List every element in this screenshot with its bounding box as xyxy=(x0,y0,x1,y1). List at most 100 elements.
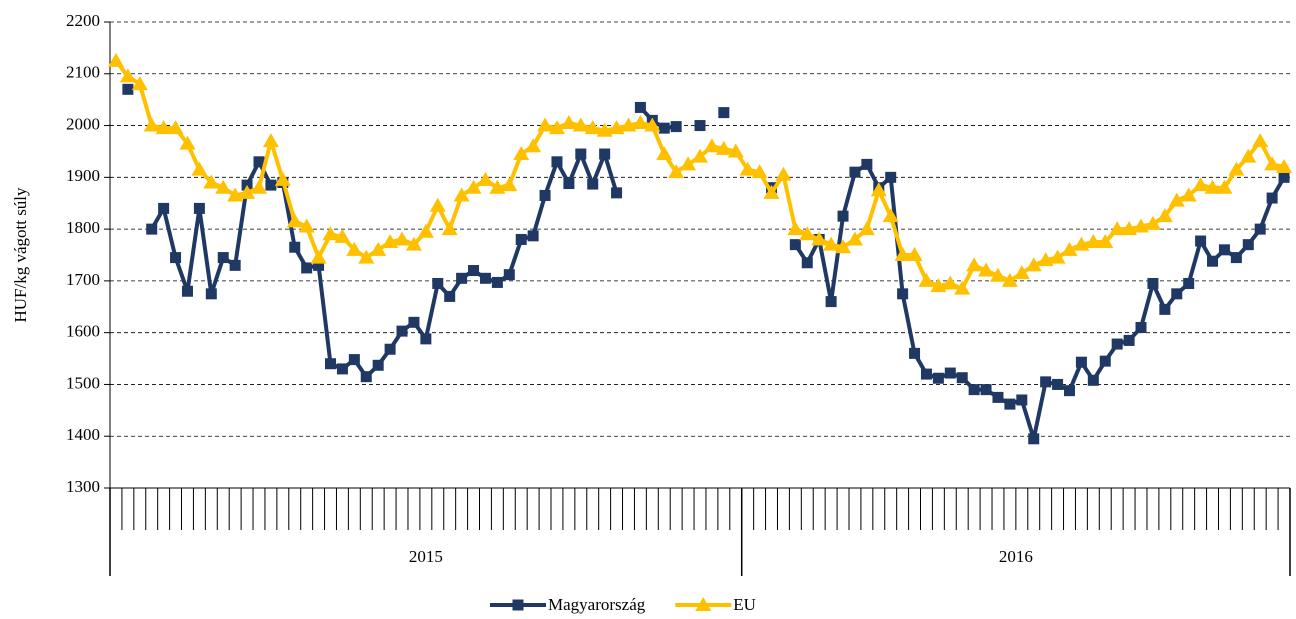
marker xyxy=(1052,378,1064,390)
marker xyxy=(825,296,837,308)
marker xyxy=(789,239,801,251)
marker xyxy=(143,117,160,132)
marker xyxy=(468,265,480,277)
marker xyxy=(966,257,983,272)
marker xyxy=(599,148,611,160)
marker xyxy=(694,120,706,132)
marker xyxy=(882,208,899,223)
marker xyxy=(572,117,589,132)
marker xyxy=(1278,171,1290,183)
marker xyxy=(456,272,468,284)
marker xyxy=(286,213,303,228)
marker xyxy=(313,259,325,271)
marker xyxy=(179,135,196,150)
marker xyxy=(1228,161,1245,176)
marker xyxy=(668,164,685,179)
marker xyxy=(560,114,577,129)
marker xyxy=(346,241,363,256)
marker xyxy=(775,166,792,181)
marker xyxy=(858,221,875,236)
x-group-label: 2015 xyxy=(409,547,443,566)
marker xyxy=(167,120,184,135)
marker xyxy=(620,117,637,132)
marker xyxy=(429,197,446,212)
marker xyxy=(1001,272,1018,287)
marker xyxy=(1218,244,1230,256)
marker xyxy=(992,391,1004,403)
marker xyxy=(811,231,828,246)
marker xyxy=(453,187,470,202)
marker xyxy=(513,146,530,161)
marker xyxy=(787,221,804,236)
marker xyxy=(417,223,434,238)
marker xyxy=(968,384,980,396)
y-tick-label: 1600 xyxy=(66,322,100,341)
marker xyxy=(978,262,995,277)
marker xyxy=(489,179,506,194)
marker xyxy=(1121,221,1138,236)
marker xyxy=(217,252,229,264)
marker xyxy=(181,285,193,297)
marker xyxy=(289,241,301,253)
marker xyxy=(861,158,873,170)
marker xyxy=(1049,249,1066,264)
marker xyxy=(799,226,816,241)
marker xyxy=(584,120,601,135)
marker xyxy=(751,164,768,179)
marker xyxy=(262,133,279,148)
marker xyxy=(501,177,518,192)
marker xyxy=(394,231,411,246)
marker xyxy=(920,368,932,380)
marker xyxy=(1061,241,1078,256)
marker xyxy=(1276,158,1293,173)
marker xyxy=(596,122,613,137)
marker xyxy=(1087,374,1099,386)
series-line xyxy=(114,59,1285,291)
marker xyxy=(611,187,623,199)
marker xyxy=(253,156,265,168)
marker xyxy=(155,120,172,135)
marker xyxy=(477,171,494,186)
x-group-label: 2016 xyxy=(999,547,1033,566)
marker xyxy=(193,202,205,214)
marker xyxy=(763,184,780,199)
marker xyxy=(1037,252,1054,267)
marker xyxy=(909,347,921,359)
marker xyxy=(885,171,897,183)
y-tick-label: 1400 xyxy=(66,425,100,444)
marker xyxy=(1109,221,1126,236)
marker xyxy=(1075,356,1087,368)
marker xyxy=(1085,234,1102,249)
y-tick-label: 1300 xyxy=(66,477,100,496)
marker xyxy=(1111,338,1123,350)
marker xyxy=(322,226,339,241)
marker xyxy=(396,325,408,337)
y-tick-label: 1900 xyxy=(66,166,100,185)
marker xyxy=(420,333,432,345)
marker xyxy=(1192,177,1209,192)
marker xyxy=(408,316,420,328)
marker xyxy=(1168,192,1185,207)
marker xyxy=(942,275,959,290)
y-axis-title: HUF/kg vágott súly xyxy=(11,187,30,323)
marker xyxy=(334,228,351,243)
marker xyxy=(1135,321,1147,333)
y-tick-label: 1700 xyxy=(66,270,100,289)
marker xyxy=(608,120,625,135)
marker xyxy=(954,280,971,295)
marker xyxy=(525,138,542,153)
marker xyxy=(692,148,708,163)
marker xyxy=(634,101,646,113)
marker xyxy=(1254,223,1266,235)
marker xyxy=(906,247,923,261)
marker xyxy=(203,174,220,189)
marker xyxy=(1144,215,1161,230)
marker xyxy=(274,171,291,186)
marker xyxy=(801,257,813,269)
marker xyxy=(670,121,682,133)
marker xyxy=(1133,218,1150,233)
legend-label: EU xyxy=(733,595,756,614)
marker xyxy=(265,179,277,191)
marker xyxy=(405,236,422,251)
marker xyxy=(1147,277,1159,289)
